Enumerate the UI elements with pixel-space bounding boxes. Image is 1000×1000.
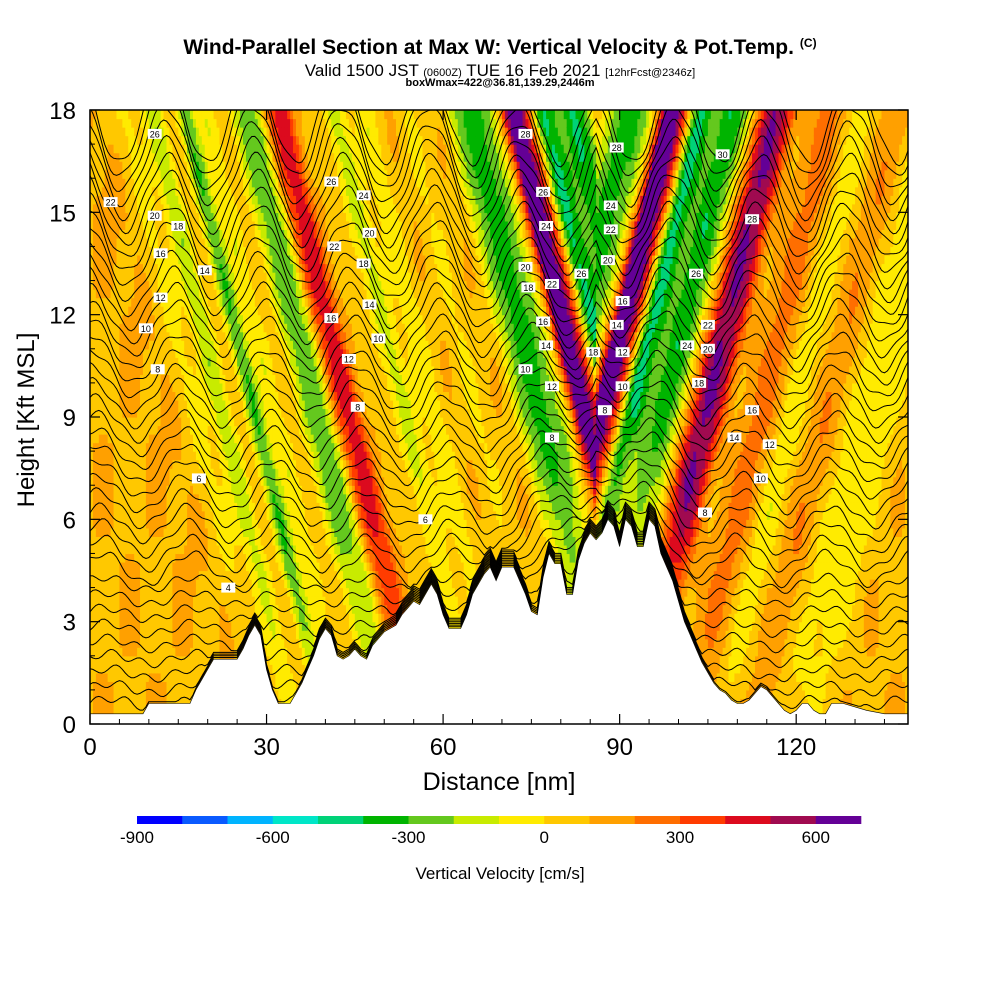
cross-section-plot: 2622201816141210864262420221814161012862… [0,0,1000,1000]
